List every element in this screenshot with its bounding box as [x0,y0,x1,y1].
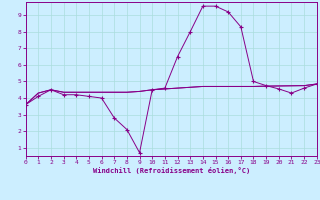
X-axis label: Windchill (Refroidissement éolien,°C): Windchill (Refroidissement éolien,°C) [92,167,250,174]
